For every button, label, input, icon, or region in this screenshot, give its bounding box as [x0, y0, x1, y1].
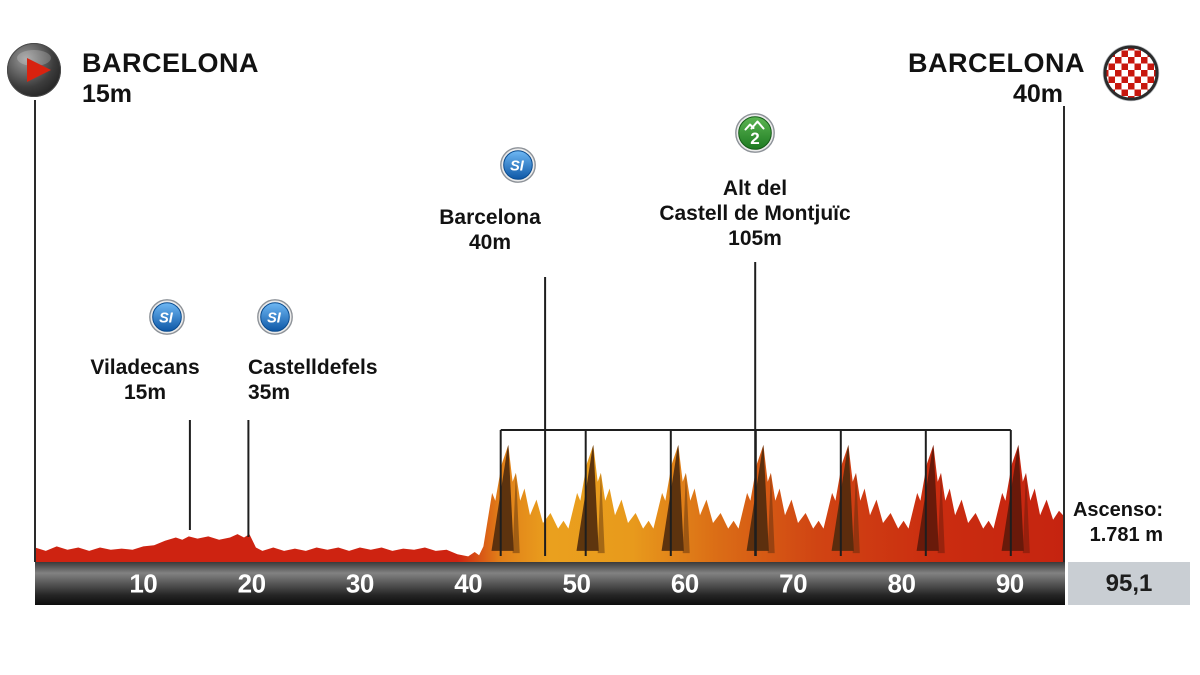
total-distance: 95,1 [1105, 569, 1153, 597]
sprint-icon: SI [257, 299, 293, 340]
sprint-icon: SI [149, 299, 185, 340]
sprint-altitude: 15m [123, 381, 167, 404]
ascent-info: Ascenso: 1.781 m [1073, 498, 1163, 548]
x-axis: 10 20 30 40 50 60 70 80 90 [35, 562, 1065, 605]
axis-tick-label: 80 [887, 568, 916, 598]
sprint-label: Barcelona 40m [390, 205, 590, 255]
climb-category-text: 2 [750, 129, 759, 148]
axis-tick-label: 90 [995, 568, 1024, 598]
finish-header: BARCELONA 40m [908, 48, 1085, 109]
axis-tick-label: 20 [237, 568, 266, 598]
sprint-altitude: 40m [468, 231, 512, 254]
start-name: BARCELONA [82, 48, 259, 78]
axis-tick-label: 10 [129, 568, 158, 598]
climb-altitude: 105m [728, 227, 782, 250]
total-distance-box: 95,1 [1068, 562, 1190, 605]
sprint-label: Viladecans 15m [30, 355, 260, 405]
sprint-icon-text: SI [267, 311, 282, 327]
ascent-value: 1.781 m [1089, 524, 1163, 546]
axis-tick-label: 60 [670, 568, 699, 598]
sprint-name: Barcelona [439, 206, 541, 229]
sprint-icon: SI [500, 147, 536, 188]
axis-tick-label: 40 [454, 568, 483, 598]
climb-label: Alt del Castell de Montjuïc 105m [605, 176, 905, 251]
sprint-label: Castelldefels 35m [248, 355, 468, 405]
sprint-altitude: 35m [248, 381, 291, 404]
start-header: BARCELONA 15m [82, 48, 259, 109]
climb-name-line2: Castell de Montjuïc [659, 202, 851, 225]
axis-tick-label: 70 [779, 568, 808, 598]
sprint-name: Castelldefels [248, 356, 378, 379]
finish-flag-icon [1102, 44, 1160, 107]
finish-altitude: 40m [1012, 80, 1063, 108]
sprint-icon-text: SI [159, 311, 174, 327]
start-arrow-icon [27, 58, 51, 82]
start-flag-icon [6, 42, 62, 103]
ascent-label: Ascenso: [1072, 499, 1163, 521]
climb-name-line1: Alt del [722, 177, 788, 200]
sprint-name: Viladecans [90, 356, 200, 379]
start-altitude: 15m [82, 80, 133, 108]
climb-icon: 2 [735, 113, 775, 158]
axis-tick-label: 30 [345, 568, 374, 598]
finish-name: BARCELONA [908, 48, 1085, 78]
mountain-icon [744, 120, 765, 131]
axis-tick-label: 50 [562, 568, 591, 598]
sprint-icon-text: SI [510, 159, 525, 175]
